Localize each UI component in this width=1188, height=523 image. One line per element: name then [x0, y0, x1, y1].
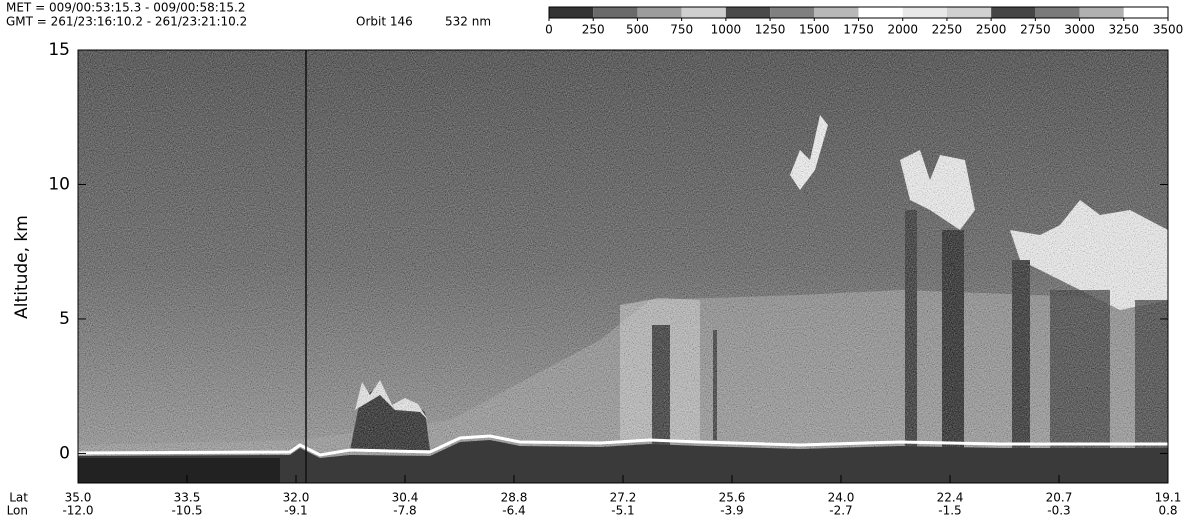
- colorbar-segment: [947, 7, 991, 18]
- colorbar-tick-label: 1000: [711, 23, 742, 37]
- lon-label: -10.5: [171, 504, 202, 518]
- lon-label: 0.8: [1158, 504, 1177, 518]
- colorbar-tick-label: 1750: [843, 23, 874, 37]
- lat-label: 32.0: [283, 491, 310, 505]
- colorbar-segment: [549, 7, 593, 18]
- lon-label: -0.3: [1047, 504, 1070, 518]
- lon-label: -6.4: [502, 504, 525, 518]
- colorbar-segment: [770, 7, 814, 18]
- lidar-image: [78, 50, 1168, 485]
- colorbar-tick-label: 250: [582, 23, 605, 37]
- lat-label: 27.2: [610, 491, 637, 505]
- lon-row-label: Lon: [7, 504, 28, 518]
- y-axis-label: Altitude, km: [12, 215, 32, 319]
- colorbar-tick-label: 2500: [976, 23, 1007, 37]
- colorbar-segment: [991, 7, 1035, 18]
- orbit-text: Orbit 146: [356, 15, 413, 29]
- lon-label: -1.5: [938, 504, 961, 518]
- colorbar-segment: [726, 7, 770, 18]
- colorbar-segment: [903, 7, 947, 18]
- lat-label: 22.4: [937, 491, 964, 505]
- colorbar-tick-label: 3000: [1064, 23, 1095, 37]
- colorbar-segment: [1124, 7, 1168, 18]
- lat-label: 19.1: [1155, 491, 1182, 505]
- lon-label: -7.8: [393, 504, 416, 518]
- lon-label: -5.1: [611, 504, 634, 518]
- colorbar-tick-label: 1250: [755, 23, 786, 37]
- y-tick-label: 5: [59, 309, 70, 329]
- lat-label: 33.5: [174, 491, 201, 505]
- colorbar-segment: [859, 7, 903, 18]
- wavelength-text: 532 nm: [445, 15, 491, 29]
- colorbar-segment: [1035, 7, 1079, 18]
- lon-label: -12.0: [62, 504, 93, 518]
- colorbar-tick-label: 3500: [1153, 23, 1184, 37]
- colorbar-tick-label: 1500: [799, 23, 830, 37]
- colorbar-tick-label: 0: [545, 23, 553, 37]
- y-tick-label: 10: [48, 174, 70, 194]
- lat-label: 30.4: [392, 491, 419, 505]
- gmt-text: GMT = 261/23:16:10.2 - 261/23:21:10.2: [6, 15, 247, 29]
- colorbar-tick-label: 2750: [1020, 23, 1051, 37]
- lon-label: -3.9: [720, 504, 743, 518]
- colorbar-tick-label: 3250: [1109, 23, 1140, 37]
- lat-label: 24.0: [828, 491, 855, 505]
- colorbar-tick-label: 2250: [932, 23, 963, 37]
- colorbar-segment: [1080, 7, 1124, 18]
- lat-row-label: Lat: [9, 491, 28, 505]
- y-tick-label: 15: [48, 40, 70, 60]
- met-text: MET = 009/00:53:15.3 - 009/00:58:15.2: [6, 1, 246, 15]
- lon-label: -9.1: [284, 504, 307, 518]
- lat-label: 20.7: [1046, 491, 1073, 505]
- lat-label: 35.0: [65, 491, 92, 505]
- colorbar-segment: [593, 7, 637, 18]
- chart: MET = 009/00:53:15.3 - 009/00:58:15.2 GM…: [0, 0, 1188, 519]
- colorbar-tick-label: 500: [626, 23, 649, 37]
- colorbar-segment: [682, 7, 726, 18]
- colorbar-tick-label: 750: [670, 23, 693, 37]
- lon-label: -2.7: [829, 504, 852, 518]
- lat-label: 28.8: [501, 491, 528, 505]
- colorbar-segment: [637, 7, 681, 18]
- lat-label: 25.6: [719, 491, 746, 505]
- colorbar-segment: [814, 7, 858, 18]
- colorbar-tick-label: 2000: [887, 23, 918, 37]
- y-tick-label: 0: [59, 443, 70, 463]
